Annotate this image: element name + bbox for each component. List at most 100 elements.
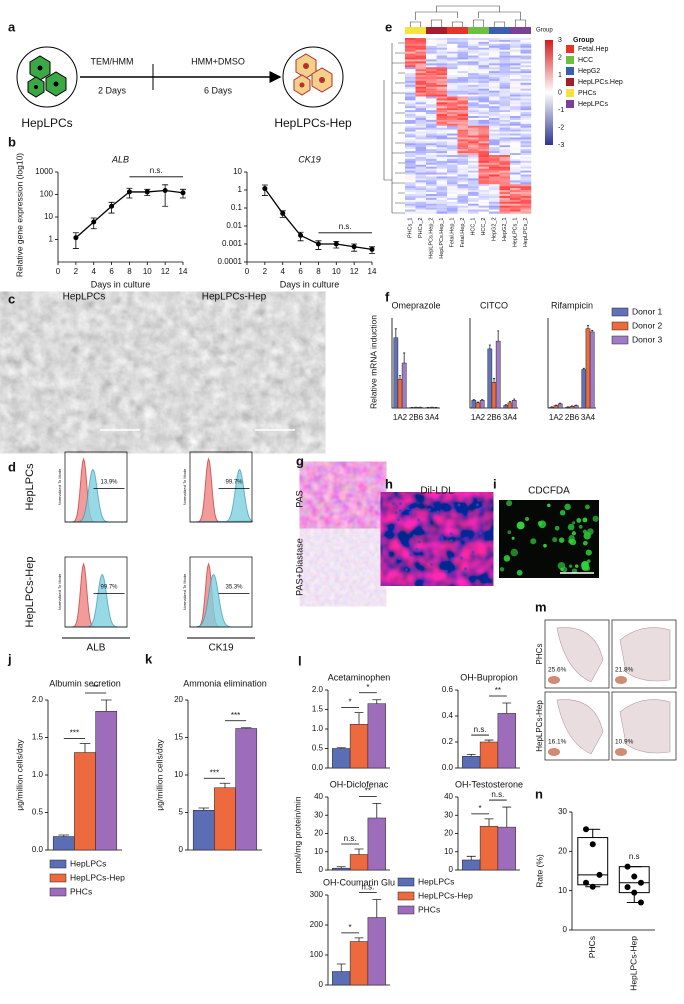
- heatmap-cell: [437, 169, 448, 171]
- heatmap-cell: [479, 124, 490, 126]
- heatmap-cell: [458, 190, 469, 192]
- significance: n.s.: [361, 883, 374, 892]
- heatmap-cell: [447, 202, 458, 204]
- spot: [504, 555, 511, 562]
- heatmap-cell: [521, 97, 532, 99]
- heatmap-cell: [458, 102, 469, 104]
- y-tick-label: 0: [449, 865, 454, 874]
- heatmap-cell: [468, 97, 479, 99]
- chart-title: OH-Bupropion: [460, 672, 518, 682]
- heatmap-cell: [437, 58, 448, 60]
- heatmap-cell: [521, 192, 532, 194]
- legend-swatch: [566, 56, 574, 64]
- heatmap-cell: [468, 85, 479, 87]
- heatmap-cell: [458, 192, 469, 194]
- heatmap-cell: [489, 77, 500, 79]
- error-bar: [497, 331, 499, 341]
- heatmap-cell: [416, 149, 427, 151]
- heatmap-cell: [426, 110, 437, 112]
- x-tick-label: 6: [298, 267, 303, 276]
- heatmap-cell: [437, 194, 448, 196]
- heatmap-cell: [426, 120, 437, 122]
- heatmap-cell: [468, 194, 479, 196]
- heatmap-cell: [521, 104, 532, 106]
- heatmap-cell: [489, 198, 500, 200]
- heatmap-cell: [437, 196, 448, 198]
- heatmap-cell: [458, 202, 469, 204]
- y-axis-label: Relative mRNA induction: [368, 315, 378, 409]
- heatmap-cell: [437, 38, 448, 40]
- heatmap-cell: [468, 100, 479, 102]
- heatmap-cell: [447, 208, 458, 210]
- heatmap-cell: [468, 147, 479, 149]
- heatmap-cell: [437, 106, 448, 108]
- heatmap-cell: [405, 112, 416, 114]
- heatmap-cell: [479, 40, 490, 42]
- heatmap-cell: [405, 91, 416, 93]
- heatmap-cell: [489, 147, 500, 149]
- heatmap-cell: [521, 188, 532, 190]
- heatmap-cell: [510, 97, 521, 99]
- error-bar: [587, 325, 589, 328]
- heatmap-cell: [447, 145, 458, 147]
- nucleus: [476, 503, 479, 506]
- heatmap-cell: [426, 58, 437, 60]
- heatmap-cell: [489, 137, 500, 139]
- heatmap-cell: [468, 63, 479, 65]
- stain-image: [307, 468, 379, 530]
- y-tick-label: 300: [310, 890, 324, 899]
- heatmap-cell: [447, 79, 458, 81]
- x-tick-label: 2B6: [565, 413, 580, 422]
- bar: [476, 403, 480, 408]
- heatmap-cell: [468, 91, 479, 93]
- heatmap-cell: [510, 79, 521, 81]
- heatmap-cell: [468, 145, 479, 147]
- nucleus: [410, 545, 413, 548]
- heatmap-cell: [510, 75, 521, 77]
- x-tick-label: 0: [56, 267, 61, 276]
- heatmap-cell: [426, 104, 437, 106]
- y-tick-label: 1.5: [32, 733, 44, 742]
- heatmap-cell: [437, 46, 448, 48]
- bar: [590, 332, 594, 408]
- heatmap-cell: [426, 100, 437, 102]
- nucleus: [413, 534, 416, 537]
- heatmap-cell: [405, 118, 416, 120]
- heatmap-cell: [510, 112, 521, 114]
- heatmap-cell: [468, 102, 479, 104]
- heatmap-cell: [447, 59, 458, 61]
- heatmap-cell: [416, 175, 427, 177]
- heatmap-cell: [426, 50, 437, 52]
- heatmap-cell: [447, 110, 458, 112]
- heatmap-cell: [489, 188, 500, 190]
- heatmap-cell: [405, 124, 416, 126]
- heatmap-cell: [500, 122, 511, 124]
- y-tick-label: 40: [444, 792, 453, 801]
- heatmap-cell: [521, 178, 532, 180]
- chart-title: ALB: [111, 154, 129, 164]
- heatmap-cell: [500, 48, 511, 50]
- heatmap-cell: [426, 141, 437, 143]
- significance: ***: [210, 768, 219, 777]
- heatmap-cell: [426, 169, 437, 171]
- heatmap-cell: [510, 50, 521, 52]
- heatmap-cell: [468, 65, 479, 67]
- heatmap-cell: [458, 58, 469, 60]
- x-tick-label: 3A4: [581, 413, 596, 422]
- heatmap-cell: [479, 102, 490, 104]
- heatmap-cell: [468, 42, 479, 44]
- micrograph: [158, 305, 310, 440]
- heatmap-cell: [510, 169, 521, 171]
- heatmap-cell: [405, 163, 416, 165]
- heatmap-cell: [437, 77, 448, 79]
- heatmap-cell: [510, 188, 521, 190]
- legend-swatch: [398, 892, 414, 900]
- x-tick-label: 3A4: [503, 413, 518, 422]
- heatmap-cell: [489, 169, 500, 171]
- heatmap-cell: [447, 54, 458, 56]
- error-bar: [101, 700, 112, 711]
- bar: [582, 370, 586, 408]
- heatmap-cell: [437, 202, 448, 204]
- chart-title: Omeprazole: [391, 300, 440, 310]
- heatmap-cell: [416, 157, 427, 159]
